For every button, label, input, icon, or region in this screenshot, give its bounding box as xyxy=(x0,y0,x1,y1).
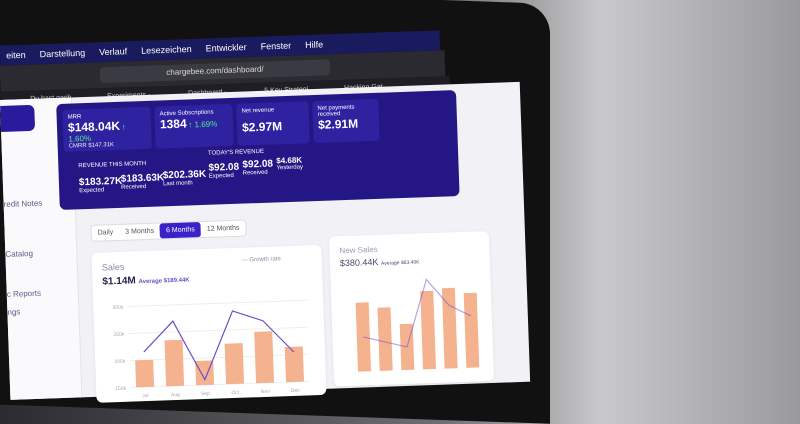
rev-item: $183.63K Received xyxy=(120,172,165,191)
new-sales-panel: New Sales $380.44K Average $63.40K xyxy=(328,231,495,387)
chart-title: Sales xyxy=(101,261,125,273)
menu-item[interactable]: Darstellung xyxy=(39,47,86,60)
sales-chart: 150k 200k 250k 300k Jul Aug Sep Oct Nov Dec xyxy=(112,299,311,399)
value: $2.97M xyxy=(241,119,283,135)
gridline xyxy=(127,299,308,308)
sidebar-item[interactable]: c Reports xyxy=(6,288,42,299)
bar xyxy=(195,360,215,386)
period-option[interactable]: Daily xyxy=(97,229,114,237)
metrics-banner: MRR $148.04K ↑ 1.60% CMRR $147.31K Activ… xyxy=(56,90,460,210)
label: Net revenue xyxy=(241,107,275,115)
x-tick-label: Dec xyxy=(291,388,301,394)
section-title: TODAY'S REVENUE xyxy=(207,148,265,157)
sidebar-item[interactable]: ngs xyxy=(7,307,21,317)
net-payments-card[interactable]: Net payments received $2.91M xyxy=(312,98,380,144)
sidebar-item[interactable]: redit Notes xyxy=(3,198,43,209)
section-title: REVENUE THIS MONTH xyxy=(78,160,147,170)
menu-item[interactable]: eiten xyxy=(5,49,26,61)
period-option[interactable]: 3 Months xyxy=(125,227,155,236)
period-selector[interactable]: Daily 3 Months 6 Months 12 Months xyxy=(90,219,247,242)
value: $2.91M xyxy=(317,116,359,132)
new-sales-chart xyxy=(355,278,480,372)
bar xyxy=(420,290,436,370)
bar xyxy=(377,307,393,371)
bar xyxy=(463,292,480,368)
rev-item: $4.68K Yesterday xyxy=(276,155,304,172)
x-tick-label: Jul xyxy=(142,393,149,399)
net-revenue-card[interactable]: Net revenue $2.97M xyxy=(236,101,310,146)
y-tick-label: 300k xyxy=(112,305,124,311)
label: Net payments received xyxy=(317,104,355,118)
y-tick-label: 200k xyxy=(114,359,126,365)
bar xyxy=(164,339,185,387)
x-tick-label: Nov xyxy=(261,389,271,395)
bar xyxy=(284,346,305,383)
bar xyxy=(224,343,245,385)
menu-item[interactable]: Hilfe xyxy=(304,39,324,51)
value: 1384 xyxy=(159,116,187,132)
rev-item: $183.27K Expected xyxy=(78,175,123,195)
x-tick-label: Aug xyxy=(171,392,180,398)
gridline xyxy=(129,353,310,362)
sidebar-primary-button[interactable] xyxy=(0,104,36,132)
chart-total: $1.14M xyxy=(102,275,136,288)
chart-average: Average $189.44K xyxy=(138,277,190,286)
gridline xyxy=(130,380,311,389)
menu-item[interactable]: Lesezeichen xyxy=(140,43,192,56)
dashboard: redit Notes Catalog c Reports ngs MRR $1… xyxy=(0,81,531,403)
rev-item: $92.08 Received xyxy=(242,158,274,177)
y-tick-label: 150k xyxy=(115,386,127,392)
x-tick-label: Oct xyxy=(231,390,240,396)
rev-item: $202.36K Last month xyxy=(162,168,207,188)
sidebar-item[interactable]: Catalog xyxy=(5,248,34,259)
subscriptions-card[interactable]: Active Subscriptions 1384 ↑ 1.69% xyxy=(154,103,234,149)
growth-line xyxy=(143,310,295,382)
bar xyxy=(135,359,155,388)
sales-panel: Sales $1.14M Average $189.44K — Growth r… xyxy=(91,244,327,403)
period-option[interactable]: 6 Months xyxy=(159,222,202,239)
growth-line xyxy=(363,278,472,348)
value: $147.31K xyxy=(88,142,115,149)
chart-title: New Sales xyxy=(339,244,378,256)
address-bar[interactable]: chargebee.com/dashboard/ xyxy=(99,59,331,84)
chart-total: $380.44K xyxy=(339,256,379,269)
menu-item[interactable]: Verlauf xyxy=(98,46,128,58)
menu-item[interactable]: Fenster xyxy=(260,40,292,52)
label: CMRR xyxy=(68,143,87,150)
x-tick-label: Sep xyxy=(201,391,210,397)
bar xyxy=(254,331,275,384)
legend: — Growth rate xyxy=(241,256,281,264)
rev-item: $92.08 Expected xyxy=(208,161,240,180)
change: ↑ 1.69% xyxy=(188,119,218,130)
menu-item[interactable]: Entwickler xyxy=(205,42,247,54)
chart-average: Average $63.40K xyxy=(380,259,420,267)
y-tick-label: 250k xyxy=(113,332,125,338)
mrr-card[interactable]: MRR $148.04K ↑ 1.60% CMRR $147.31K xyxy=(62,106,152,152)
value: $148.04K xyxy=(67,118,121,135)
legend-label: Growth rate xyxy=(249,256,281,264)
gridline xyxy=(128,326,309,335)
period-option[interactable]: 12 Months xyxy=(206,224,240,233)
